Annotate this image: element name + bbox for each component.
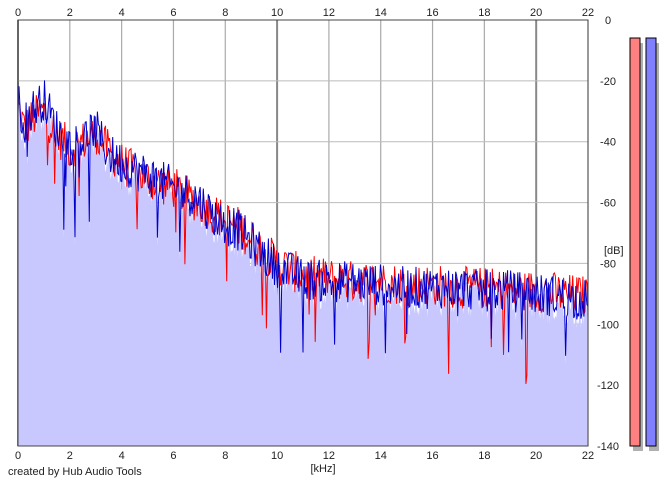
x-tick-label: 2 — [67, 450, 73, 462]
plot-border — [17, 19, 589, 447]
y-tick-label: -40 — [600, 137, 616, 149]
level-meters — [629, 37, 659, 451]
meter-bar — [629, 37, 641, 447]
x-tick-label: 14 — [375, 7, 387, 19]
x-tick-label: 10 — [271, 450, 283, 462]
credit-text: created by Hub Audio Tools — [8, 466, 142, 478]
y-tick-label: -80 — [600, 258, 616, 270]
x-tick-label: 16 — [426, 7, 438, 19]
x-tick-label: 6 — [170, 7, 176, 19]
x-tick-label: 10 — [271, 7, 283, 19]
x-tick-label: 20 — [530, 450, 542, 462]
y-tick-label: -140 — [597, 441, 619, 453]
series-line — [17, 80, 589, 356]
x-tick-label: 12 — [323, 7, 335, 19]
x-tick-label: 12 — [323, 450, 335, 462]
y-tick-label: -60 — [600, 198, 616, 210]
series-lines — [17, 80, 589, 384]
x-tick-label: 22 — [582, 7, 594, 19]
y-tick-label: 0 — [605, 15, 611, 27]
x-axis-label: [kHz] — [310, 463, 335, 475]
y-tick-labels: 0 -20 -40 -60 -80 -100 -120 -140 — [597, 15, 619, 453]
meter-bar — [645, 37, 657, 447]
x-tick-label: 4 — [119, 7, 125, 19]
x-tick-label: 16 — [426, 450, 438, 462]
x-tick-label: 0 — [15, 7, 21, 19]
x-tick-label: 18 — [478, 7, 490, 19]
x-tick-label: 6 — [170, 450, 176, 462]
x-tick-label: 14 — [375, 450, 387, 462]
y-axis-label: [dB] — [604, 245, 624, 257]
x-tick-label: 18 — [478, 450, 490, 462]
y-tick-label: -100 — [597, 319, 619, 331]
x-tick-label: 0 — [15, 450, 21, 462]
x-tick-label: 4 — [119, 450, 125, 462]
y-tick-label: -20 — [600, 76, 616, 88]
x-tick-label: 8 — [222, 7, 228, 19]
spectrum-fill — [18, 88, 588, 447]
y-tick-label: -120 — [597, 380, 619, 392]
x-tick-label: 8 — [222, 450, 228, 462]
x-tick-label: 22 — [582, 450, 594, 462]
x-tick-label: 2 — [67, 7, 73, 19]
x-tick-label: 20 — [530, 7, 542, 19]
